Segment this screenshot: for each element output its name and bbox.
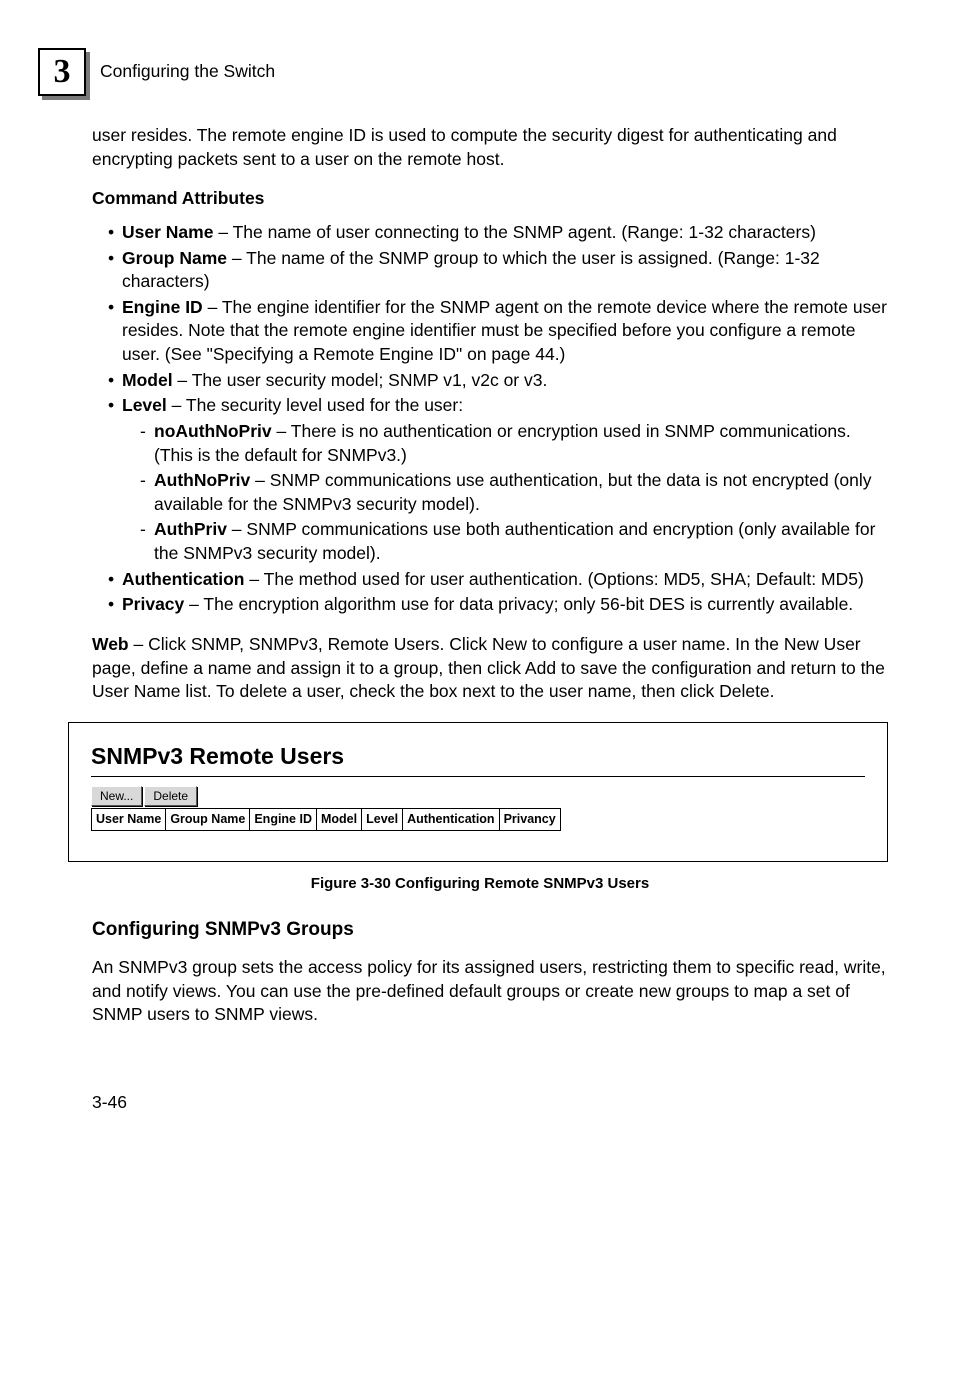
attr-model-desc: – The user security model; SNMP v1, v2c … — [173, 370, 548, 390]
col-engine-id: Engine ID — [250, 809, 317, 831]
col-privancy: Privancy — [499, 809, 560, 831]
attr-user-name: User Name – The name of user connecting … — [108, 221, 892, 245]
intro-paragraph: user resides. The remote engine ID is us… — [92, 124, 892, 171]
col-level: Level — [362, 809, 403, 831]
col-user-name: User Name — [92, 809, 166, 831]
attr-model-label: Model — [122, 370, 173, 390]
attribute-list: User Name – The name of user connecting … — [92, 221, 892, 617]
attr-level: Level – The security level used for the … — [108, 394, 892, 565]
web-paragraph: Web – Click SNMP, SNMPv3, Remote Users. … — [92, 633, 892, 704]
figure-button-row: New...Delete — [91, 783, 865, 807]
level-authnopriv-label: AuthNoPriv — [154, 470, 250, 490]
col-model: Model — [317, 809, 362, 831]
attr-group-name: Group Name – The name of the SNMP group … — [108, 247, 892, 294]
attr-model: Model – The user security model; SNMP v1… — [108, 369, 892, 393]
groups-heading: Configuring SNMPv3 Groups — [92, 917, 892, 943]
attr-authentication-label: Authentication — [122, 569, 245, 589]
level-sublist: noAuthNoPriv – There is no authenticatio… — [122, 420, 892, 566]
col-authentication: Authentication — [403, 809, 500, 831]
level-authpriv: AuthPriv – SNMP communications use both … — [140, 518, 892, 565]
users-table: User Name Group Name Engine ID Model Lev… — [91, 808, 561, 831]
attr-engine-id: Engine ID – The engine identifier for th… — [108, 296, 892, 367]
page-number: 3-46 — [92, 1091, 892, 1115]
attr-group-name-desc: – The name of the SNMP group to which th… — [122, 248, 820, 292]
chapter-title: Configuring the Switch — [100, 60, 275, 84]
attr-privacy-desc: – The encryption algorithm use for data … — [184, 594, 853, 614]
level-authnopriv: AuthNoPriv – SNMP communications use aut… — [140, 469, 892, 516]
figure-caption: Figure 3-30 Configuring Remote SNMPv3 Us… — [68, 874, 892, 894]
attr-authentication-desc: – The method used for user authenticatio… — [245, 569, 864, 589]
level-noauthnopriv-label: noAuthNoPriv — [154, 421, 272, 441]
delete-button[interactable]: Delete — [144, 786, 197, 806]
figure-panel-title: SNMPv3 Remote Users — [91, 741, 865, 772]
level-authpriv-label: AuthPriv — [154, 519, 227, 539]
figure-panel: SNMPv3 Remote Users New...Delete User Na… — [68, 722, 888, 863]
attr-privacy: Privacy – The encryption algorithm use f… — [108, 593, 892, 617]
new-button[interactable]: New... — [91, 786, 142, 806]
attr-engine-id-label: Engine ID — [122, 297, 203, 317]
command-attributes-heading: Command Attributes — [92, 187, 892, 211]
attr-user-name-label: User Name — [122, 222, 213, 242]
level-authnopriv-desc: – SNMP communications use authentication… — [154, 470, 872, 514]
chapter-number-badge: 3 — [38, 48, 86, 96]
level-noauthnopriv: noAuthNoPriv – There is no authenticatio… — [140, 420, 892, 467]
figure-panel-rule — [91, 776, 865, 777]
web-desc: – Click SNMP, SNMPv3, Remote Users. Clic… — [92, 634, 885, 701]
attr-group-name-label: Group Name — [122, 248, 227, 268]
level-authpriv-desc: – SNMP communications use both authentic… — [154, 519, 875, 563]
page-header: 3 Configuring the Switch — [38, 48, 892, 96]
col-group-name: Group Name — [166, 809, 250, 831]
attr-privacy-label: Privacy — [122, 594, 184, 614]
web-label: Web — [92, 634, 129, 654]
table-header-row: User Name Group Name Engine ID Model Lev… — [92, 809, 561, 831]
attr-engine-id-desc: – The engine identifier for the SNMP age… — [122, 297, 887, 364]
attr-level-desc: – The security level used for the user: — [167, 395, 463, 415]
attr-authentication: Authentication – The method used for use… — [108, 568, 892, 592]
groups-paragraph: An SNMPv3 group sets the access policy f… — [92, 956, 892, 1027]
attr-user-name-desc: – The name of user connecting to the SNM… — [213, 222, 815, 242]
attr-level-label: Level — [122, 395, 167, 415]
